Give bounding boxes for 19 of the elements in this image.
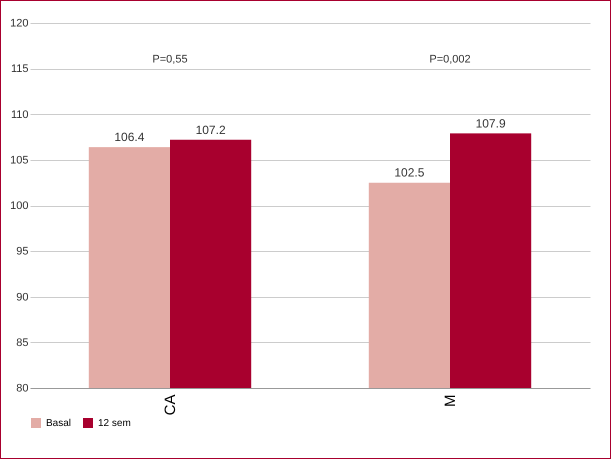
data-label: 106.4: [114, 130, 145, 144]
x-tick-label: CA: [162, 394, 179, 416]
y-tick-label: 110: [10, 108, 28, 121]
y-tick-label: 85: [16, 336, 28, 349]
y-tick-label: 95: [16, 246, 28, 258]
y-tick-label: 120: [10, 18, 28, 30]
data-label: 102.5: [394, 166, 425, 180]
data-label: 107.9: [476, 116, 506, 130]
annotation: P=0,002: [429, 54, 471, 66]
y-tick-label: 90: [16, 291, 28, 304]
y-tick-label: 115: [10, 63, 28, 76]
data-label: 107.2: [196, 122, 226, 137]
x-tick-label: M: [442, 394, 459, 407]
legend-label: Basal: [46, 418, 72, 429]
y-tick-label: 105: [10, 154, 28, 166]
legend-label: 12 sem: [98, 418, 131, 429]
y-tick-label: 100: [10, 200, 28, 212]
annotation: P=0,55: [152, 54, 188, 66]
y-tick-label: 80: [16, 382, 28, 394]
